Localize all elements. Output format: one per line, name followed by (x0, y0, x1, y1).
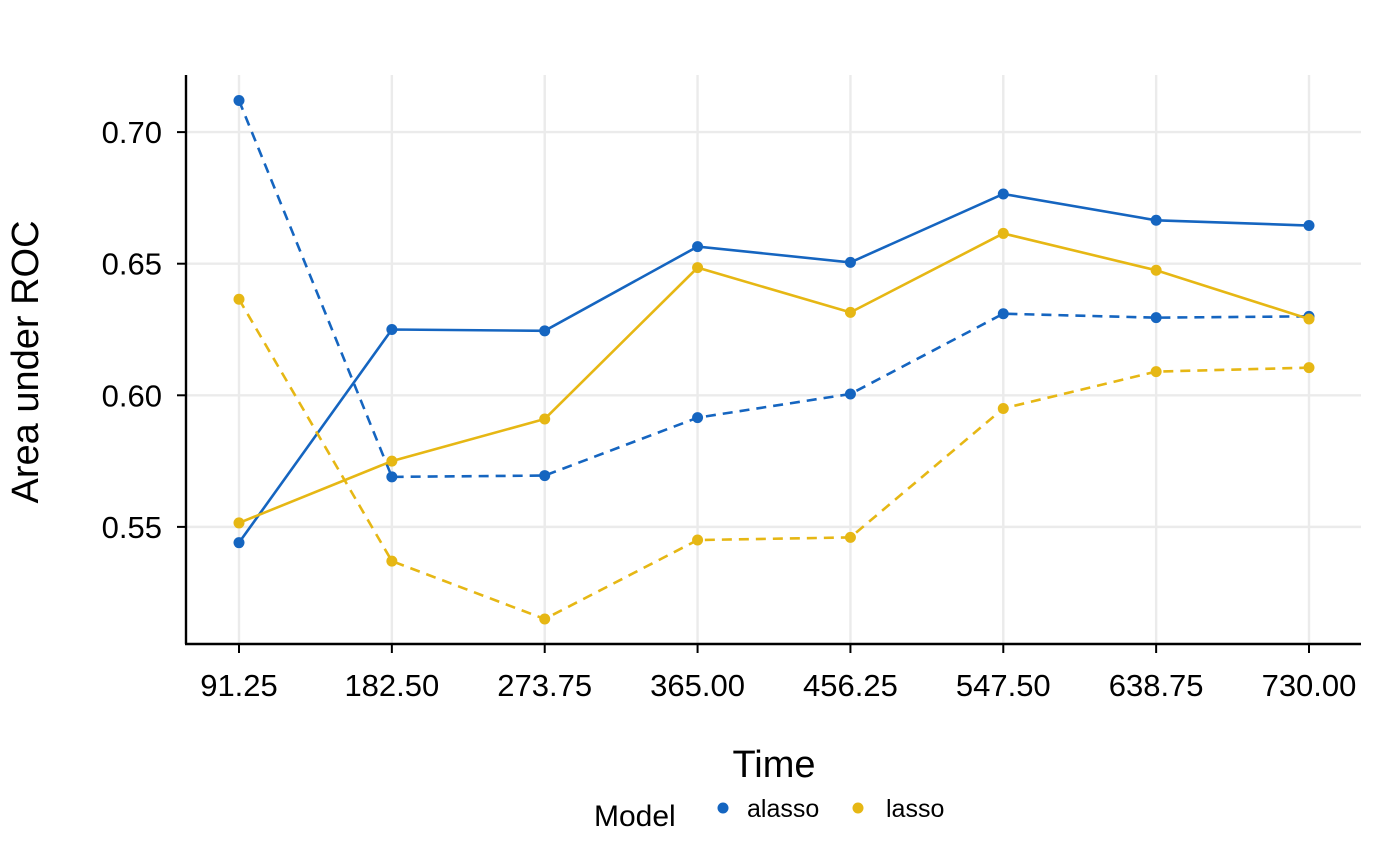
x-tick-label: 91.25 (200, 668, 278, 703)
series-line-lasso-dashed (237, 298, 1310, 621)
data-point-lasso (1303, 313, 1315, 325)
x-tick-label: 547.50 (956, 668, 1051, 703)
data-series (233, 95, 1315, 625)
series-lasso-dashed (233, 293, 1315, 625)
data-point-alasso (692, 241, 704, 253)
data-point-lasso (386, 555, 398, 567)
series-line-alasso-dashed (237, 100, 1310, 479)
data-point-alasso (539, 470, 551, 482)
x-tick-label: 365.00 (650, 668, 745, 703)
y-tick-label: 0.60 (102, 378, 162, 413)
legend-title: Model (594, 800, 676, 833)
x-tick-label: 638.75 (1109, 668, 1204, 703)
x-tick-label: 456.25 (803, 668, 898, 703)
legend-label-lasso: lasso (886, 795, 944, 823)
data-point-lasso (386, 455, 398, 467)
series-lasso-solid (233, 227, 1315, 529)
data-point-lasso (692, 262, 704, 274)
data-point-alasso (539, 325, 551, 337)
legend-key-lasso (852, 802, 864, 814)
data-point-alasso (844, 388, 856, 400)
x-axis-title: Time (732, 744, 815, 786)
grid-lines (186, 75, 1361, 644)
data-point-lasso (997, 227, 1009, 239)
data-point-lasso (1150, 264, 1162, 276)
y-tick-label: 0.70 (102, 115, 162, 150)
y-axis-title: Area under ROC (5, 220, 47, 503)
data-point-alasso (1150, 214, 1162, 226)
data-point-lasso (1303, 362, 1315, 374)
series-line-lasso-solid (238, 232, 1310, 525)
data-point-alasso (1303, 220, 1315, 232)
legend-key-alasso (717, 802, 729, 814)
data-point-lasso (844, 531, 856, 543)
data-point-lasso (997, 402, 1009, 414)
x-tick-label: 273.75 (497, 668, 592, 703)
series-alasso-solid (233, 188, 1315, 549)
data-point-lasso (233, 293, 245, 305)
data-point-alasso (233, 537, 245, 549)
data-point-alasso (233, 95, 245, 107)
data-point-alasso (997, 188, 1009, 200)
data-point-alasso (386, 471, 398, 483)
data-point-alasso (1150, 312, 1162, 324)
axis-ticks: 91.25 182.50 273.75 365.00 456.25 547.50 638.7… (102, 115, 1357, 703)
y-tick-label: 0.65 (102, 247, 162, 282)
data-point-lasso (844, 306, 856, 318)
data-point-alasso (844, 256, 856, 268)
data-point-alasso (386, 323, 398, 335)
data-point-lasso (1150, 366, 1162, 378)
series-line-alasso-solid (237, 192, 1310, 544)
axes (184, 75, 1361, 646)
data-point-lasso (233, 517, 245, 529)
data-point-lasso (539, 413, 551, 425)
data-point-lasso (539, 613, 551, 625)
data-point-alasso (692, 412, 704, 424)
y-tick-label: 0.55 (102, 510, 162, 545)
data-point-alasso (997, 308, 1009, 320)
legend-label-alasso: alasso (747, 795, 819, 823)
x-tick-label: 730.00 (1262, 668, 1357, 703)
series-alasso-dashed (233, 95, 1315, 483)
x-tick-label: 182.50 (344, 668, 439, 703)
legend: Model alasso lasso (594, 795, 944, 833)
data-point-lasso (692, 534, 704, 546)
